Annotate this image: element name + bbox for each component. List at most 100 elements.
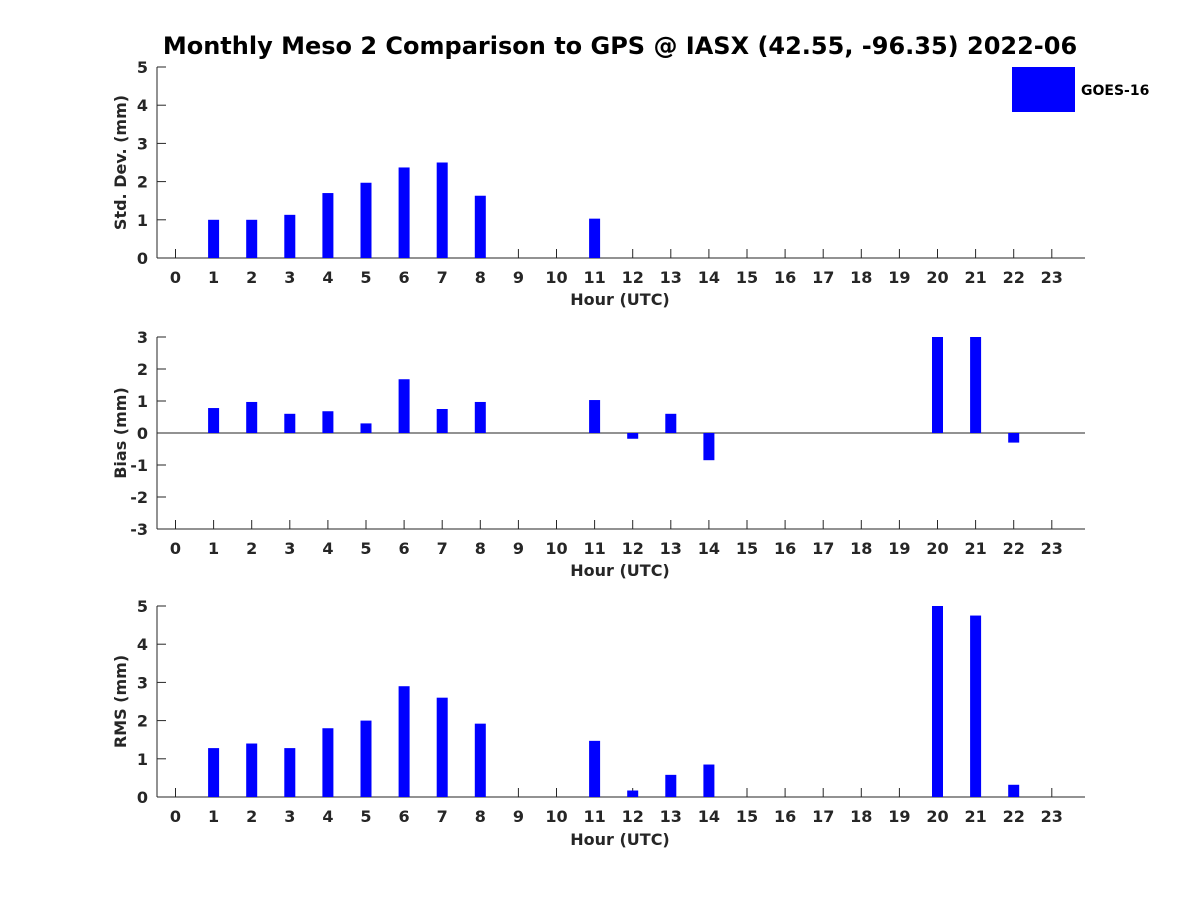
rms-bar-4 xyxy=(322,728,334,797)
std-dev-x-tick-label: 22 xyxy=(1003,268,1025,287)
bias-x-tick-label: 2 xyxy=(246,539,257,558)
bias-x-tick-label: 9 xyxy=(513,539,524,558)
bias-bar-1 xyxy=(208,408,220,433)
bias-bar-4 xyxy=(322,411,334,433)
rms-y-tick-label: 4 xyxy=(137,635,148,654)
bias-x-axis-label: Hour (UTC) xyxy=(570,561,670,580)
std-dev-x-tick-label: 4 xyxy=(322,268,333,287)
bias-bar-12 xyxy=(627,433,639,439)
bias-bar-21 xyxy=(970,337,982,433)
rms-x-tick-label: 11 xyxy=(583,807,605,826)
rms-bar-5 xyxy=(360,720,372,797)
rms-x-tick-label: 20 xyxy=(926,807,948,826)
std-dev-bar-3 xyxy=(284,214,296,258)
rms-x-tick-label: 6 xyxy=(399,807,410,826)
std-dev-bar-11 xyxy=(589,218,601,258)
rms-y-axis-label: RMS (mm) xyxy=(111,655,130,748)
std-dev-x-tick-label: 2 xyxy=(246,268,257,287)
std-dev-x-tick-label: 21 xyxy=(964,268,986,287)
bias-x-tick-label: 10 xyxy=(545,539,567,558)
bias-x-tick-label: 16 xyxy=(774,539,796,558)
rms-x-tick-label: 18 xyxy=(850,807,872,826)
rms-y-tick-label: 3 xyxy=(137,673,148,692)
std-dev-x-tick-label: 18 xyxy=(850,268,872,287)
rms-x-tick-label: 1 xyxy=(208,807,219,826)
bias-y-axis-label: Bias (mm) xyxy=(111,387,130,479)
std-dev-y-axis-label: Std. Dev. (mm) xyxy=(111,95,130,230)
rms-bar-20 xyxy=(932,606,943,797)
rms-x-tick-label: 15 xyxy=(736,807,758,826)
bias-y-tick-label: 2 xyxy=(137,360,148,379)
rms-x-axis-label: Hour (UTC) xyxy=(570,830,670,849)
std-dev-x-tick-label: 11 xyxy=(583,268,605,287)
bias-bar-5 xyxy=(360,423,372,433)
rms-x-tick-label: 23 xyxy=(1041,807,1063,826)
bias-x-tick-label: 1 xyxy=(208,539,219,558)
bias-x-tick-label: 4 xyxy=(322,539,333,558)
rms-x-tick-label: 13 xyxy=(660,807,682,826)
bias-bar-13 xyxy=(665,413,677,433)
bias-bar-8 xyxy=(474,401,486,433)
std-dev-x-tick-label: 5 xyxy=(360,268,371,287)
std-dev-x-tick-label: 8 xyxy=(475,268,486,287)
bias-y-tick-label: -1 xyxy=(130,456,148,475)
bias-x-tick-label: 6 xyxy=(399,539,410,558)
bias-x-tick-label: 7 xyxy=(437,539,448,558)
bias-x-tick-label: 5 xyxy=(360,539,371,558)
legend-swatch-goes-16 xyxy=(1012,67,1075,112)
rms-x-tick-label: 9 xyxy=(513,807,524,826)
rms-x-tick-label: 16 xyxy=(774,807,796,826)
legend: GOES-16 xyxy=(1012,67,1149,112)
bias-x-tick-label: 0 xyxy=(170,539,181,558)
rms-x-tick-label: 5 xyxy=(360,807,371,826)
bias-bar-14 xyxy=(703,433,715,461)
bias-x-tick-label: 11 xyxy=(583,539,605,558)
std-dev-y-tick-label: 3 xyxy=(137,134,148,153)
std-dev-x-tick-label: 10 xyxy=(545,268,567,287)
std-dev-x-axis-label: Hour (UTC) xyxy=(570,290,670,309)
bias-bar-22 xyxy=(1008,433,1020,443)
std-dev-bar-1 xyxy=(208,219,220,258)
rms-x-tick-label: 7 xyxy=(437,807,448,826)
rms-y-tick-label: 0 xyxy=(137,788,148,807)
bias-x-tick-label: 14 xyxy=(698,539,720,558)
bias-x-tick-label: 3 xyxy=(284,539,295,558)
rms-bar-21 xyxy=(970,615,982,797)
rms-x-tick-label: 12 xyxy=(622,807,644,826)
bias-x-tick-label: 18 xyxy=(850,539,872,558)
std-dev-x-tick-label: 19 xyxy=(888,268,910,287)
std-dev-x-tick-label: 7 xyxy=(437,268,448,287)
bias-bar-11 xyxy=(589,400,601,433)
bias-y-tick-label: 0 xyxy=(137,424,148,443)
std-dev-bar-8 xyxy=(474,195,486,258)
rms-x-tick-label: 14 xyxy=(698,807,720,826)
rms-bar-1 xyxy=(208,748,220,797)
bias-bar-7 xyxy=(436,409,448,433)
std-dev-y-tick-label: 0 xyxy=(137,249,148,268)
std-dev-x-tick-label: 16 xyxy=(774,268,796,287)
std-dev-y-tick-label: 1 xyxy=(137,211,148,230)
bias-x-tick-label: 19 xyxy=(888,539,910,558)
bias-x-tick-label: 20 xyxy=(926,539,948,558)
bias-y-tick-label: -3 xyxy=(130,520,148,539)
rms-bar-11 xyxy=(589,740,601,797)
bias-x-tick-label: 23 xyxy=(1041,539,1063,558)
rms-x-tick-label: 17 xyxy=(812,807,834,826)
rms-x-tick-label: 10 xyxy=(545,807,567,826)
bias-y-tick-label: -2 xyxy=(130,488,148,507)
std-dev-x-tick-label: 1 xyxy=(208,268,219,287)
std-dev-bar-7 xyxy=(436,162,448,258)
bias-x-tick-label: 22 xyxy=(1003,539,1025,558)
rms-bar-22 xyxy=(1008,784,1020,797)
rms-x-tick-label: 8 xyxy=(475,807,486,826)
bias-x-tick-label: 17 xyxy=(812,539,834,558)
std-dev-x-tick-label: 6 xyxy=(399,268,410,287)
bias-x-tick-label: 8 xyxy=(475,539,486,558)
figure-title: Monthly Meso 2 Comparison to GPS @ IASX … xyxy=(163,32,1077,60)
std-dev-bar-6 xyxy=(398,167,410,258)
std-dev-x-tick-label: 15 xyxy=(736,268,758,287)
